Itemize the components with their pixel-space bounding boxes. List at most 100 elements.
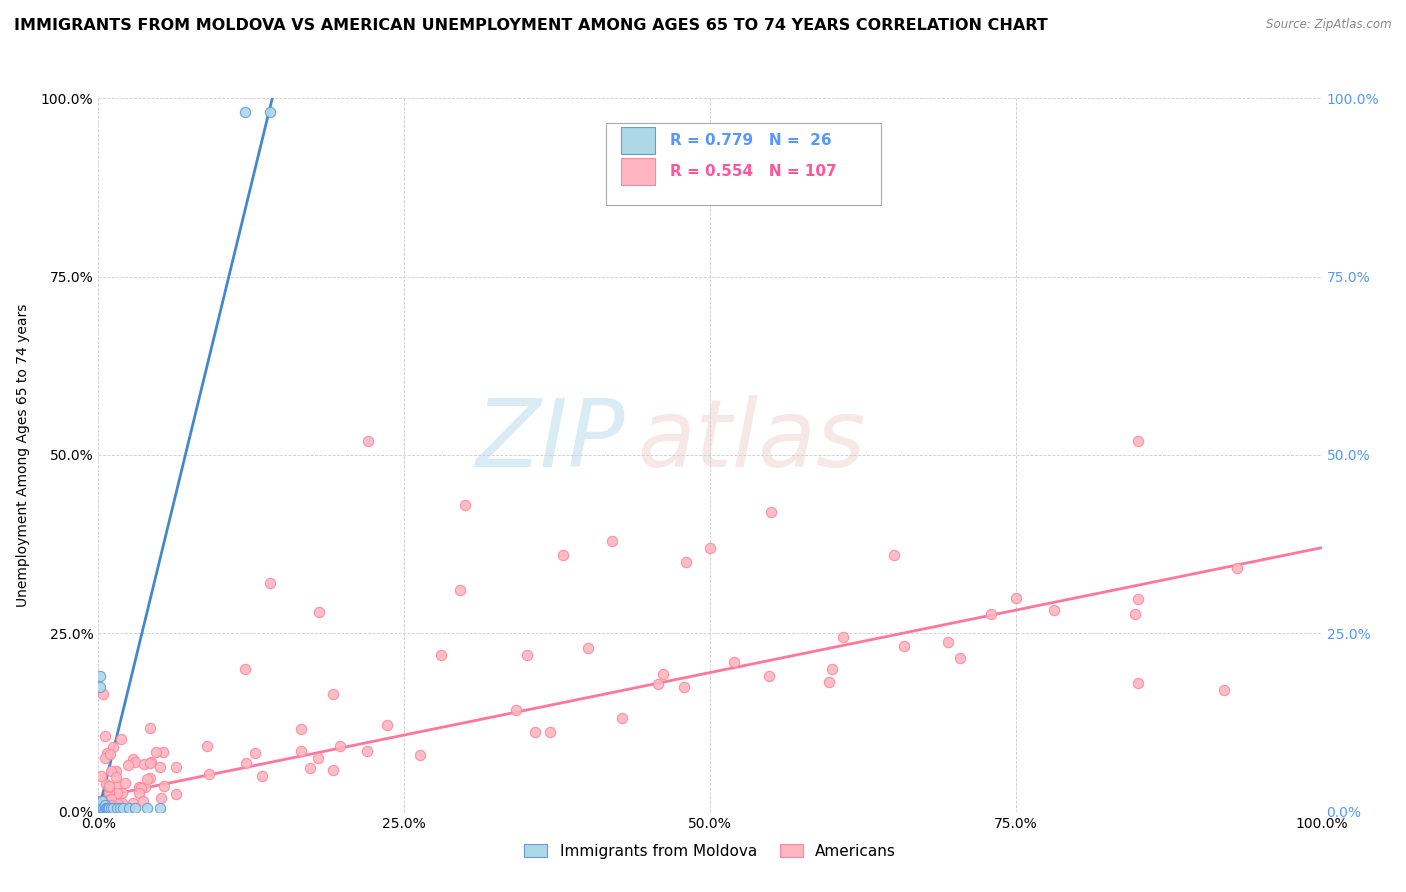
Point xyxy=(356,434,378,448)
Point xyxy=(356,744,378,758)
Point xyxy=(89,669,111,683)
Point xyxy=(149,760,172,774)
Point xyxy=(150,791,173,805)
Point xyxy=(105,801,128,815)
Text: ZIP: ZIP xyxy=(475,395,624,486)
Point xyxy=(124,755,146,769)
Point xyxy=(761,505,783,519)
Point xyxy=(101,801,124,815)
Point xyxy=(610,711,633,725)
Point xyxy=(290,744,312,758)
Point xyxy=(91,687,114,701)
Point xyxy=(673,680,696,694)
Point xyxy=(101,739,124,754)
Point xyxy=(111,786,134,800)
Point xyxy=(138,721,160,735)
Point xyxy=(117,758,139,772)
Text: R = 0.554   N = 107: R = 0.554 N = 107 xyxy=(669,164,837,179)
Point xyxy=(91,801,114,815)
Point xyxy=(250,769,273,783)
Point xyxy=(97,779,120,793)
Point xyxy=(197,767,219,781)
Point xyxy=(104,771,127,785)
Point xyxy=(90,769,112,783)
Point xyxy=(128,780,150,794)
Point xyxy=(409,747,432,762)
Point xyxy=(110,801,132,815)
Point xyxy=(93,797,115,812)
Point xyxy=(89,680,111,694)
Point xyxy=(1226,561,1249,575)
Point xyxy=(329,739,352,753)
Point xyxy=(100,798,122,813)
Point xyxy=(110,732,132,747)
Point xyxy=(135,772,157,786)
Point xyxy=(322,764,344,778)
Point xyxy=(145,746,167,760)
Point xyxy=(104,764,127,779)
Point xyxy=(149,801,172,815)
Point xyxy=(121,796,143,810)
Point xyxy=(723,655,745,669)
Point xyxy=(129,780,152,795)
Point xyxy=(111,796,134,810)
Point xyxy=(97,793,120,807)
Point xyxy=(1126,591,1149,606)
Point xyxy=(576,640,599,655)
Point xyxy=(165,788,187,802)
Point xyxy=(128,786,150,800)
Point xyxy=(91,797,114,812)
Point xyxy=(430,648,453,662)
Point xyxy=(308,605,330,619)
Point xyxy=(1128,434,1150,448)
Point xyxy=(259,105,281,120)
Point xyxy=(90,797,112,812)
Point xyxy=(553,548,575,562)
Point xyxy=(97,797,120,812)
Point xyxy=(454,498,477,512)
Point xyxy=(141,756,163,770)
Point xyxy=(105,786,128,800)
Text: atlas: atlas xyxy=(637,395,865,486)
Point xyxy=(259,576,281,591)
Point xyxy=(93,794,115,808)
Point xyxy=(651,667,673,681)
Point xyxy=(94,751,117,765)
Point xyxy=(322,687,344,701)
Point xyxy=(89,801,111,815)
Point xyxy=(233,105,256,120)
Point xyxy=(235,756,257,770)
Point xyxy=(122,752,145,766)
Point xyxy=(118,801,141,815)
Point xyxy=(97,801,120,815)
Point xyxy=(100,764,122,778)
Point xyxy=(165,760,187,774)
Point xyxy=(134,780,156,794)
Point xyxy=(132,757,155,772)
Point xyxy=(139,756,162,770)
Point xyxy=(949,650,972,665)
Point xyxy=(94,777,117,791)
Point xyxy=(100,792,122,806)
Legend: Immigrants from Moldova, Americans: Immigrants from Moldova, Americans xyxy=(519,838,901,864)
Point xyxy=(98,747,121,761)
Point xyxy=(105,800,128,814)
Point xyxy=(91,794,114,808)
Point xyxy=(152,745,174,759)
Point xyxy=(98,801,121,815)
Point xyxy=(93,801,115,815)
Bar xyxy=(620,128,655,154)
Point xyxy=(90,801,112,815)
Point xyxy=(675,555,697,569)
Point xyxy=(153,779,176,793)
Point xyxy=(600,533,623,548)
Y-axis label: Unemployment Among Ages 65 to 74 years: Unemployment Among Ages 65 to 74 years xyxy=(15,303,30,607)
Point xyxy=(1212,683,1234,698)
Point xyxy=(647,676,669,690)
Point xyxy=(136,801,159,815)
Point xyxy=(307,750,329,764)
Point xyxy=(449,583,471,598)
Point xyxy=(699,541,721,555)
Text: Source: ZipAtlas.com: Source: ZipAtlas.com xyxy=(1267,18,1392,31)
Point xyxy=(96,801,118,815)
